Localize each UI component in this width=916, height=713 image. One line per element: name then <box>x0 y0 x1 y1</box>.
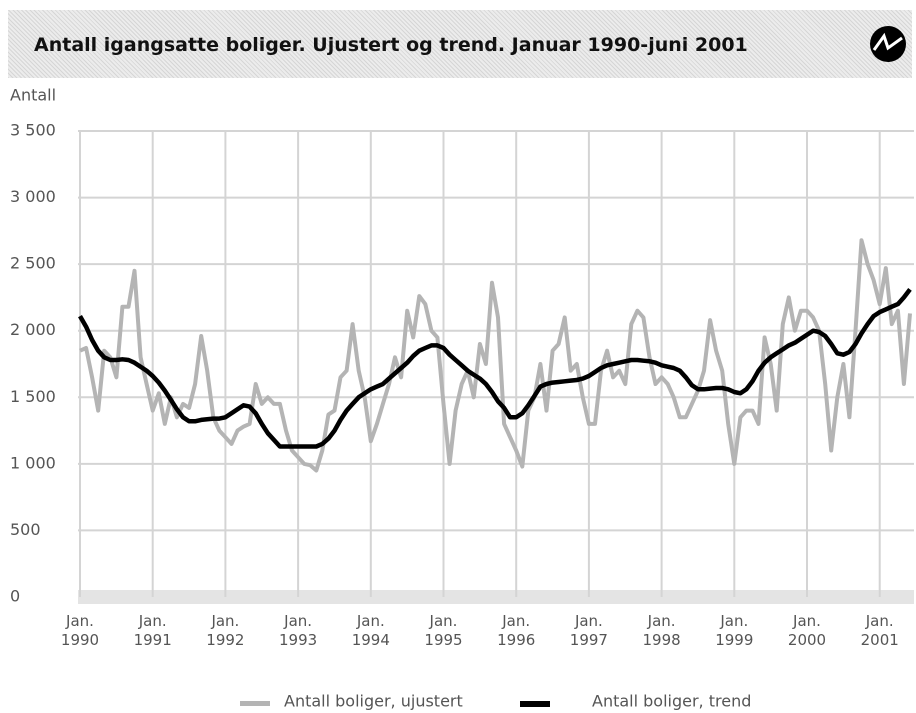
x-tick-label: Jan. 1994 <box>351 612 390 649</box>
x-tick-label: Jan. 1995 <box>424 612 463 649</box>
x-tick-label: Jan. 1998 <box>642 612 681 649</box>
x-tick-label: Jan. 1999 <box>715 612 754 649</box>
x-tick-label: Jan. 2001 <box>860 612 899 649</box>
y-tick-label: 1 000 <box>10 453 56 472</box>
legend-label: Antall boliger, trend <box>592 692 751 711</box>
y-tick-label: 0 <box>10 587 20 606</box>
logo <box>870 26 906 62</box>
x-tick-label: Jan. 1993 <box>279 612 318 649</box>
y-tick-label: 1 500 <box>10 387 56 406</box>
series-line <box>79 238 912 473</box>
x-tick-label: Jan. 1996 <box>497 612 536 649</box>
x-tick-label: Jan. 2000 <box>787 612 827 649</box>
y-tick-label: 2 500 <box>10 254 56 273</box>
chart-title: Antall igangsatte boliger. Ujustert og t… <box>34 34 748 56</box>
y-axis-label: Antall <box>10 86 56 105</box>
series-line <box>78 288 912 449</box>
y-tick-label: 3 500 <box>10 121 56 140</box>
baseline-band <box>78 590 914 604</box>
x-tick-label: Jan. 1991 <box>133 612 172 649</box>
x-tick-label: Jan. 1992 <box>206 612 245 649</box>
grid <box>78 130 914 597</box>
y-tick-label: 500 <box>10 520 41 539</box>
title-banner: Antall igangsatte boliger. Ujustert og t… <box>8 10 912 78</box>
y-tick-label: 2 000 <box>10 320 56 339</box>
legend-swatch <box>240 701 270 706</box>
legend-label: Antall boliger, ujustert <box>284 692 463 711</box>
x-tick-label: Jan. 1990 <box>60 612 100 649</box>
legend-swatch <box>520 701 550 707</box>
x-tick-label: Jan. 1997 <box>569 612 608 649</box>
y-tick-label: 3 000 <box>10 187 56 206</box>
